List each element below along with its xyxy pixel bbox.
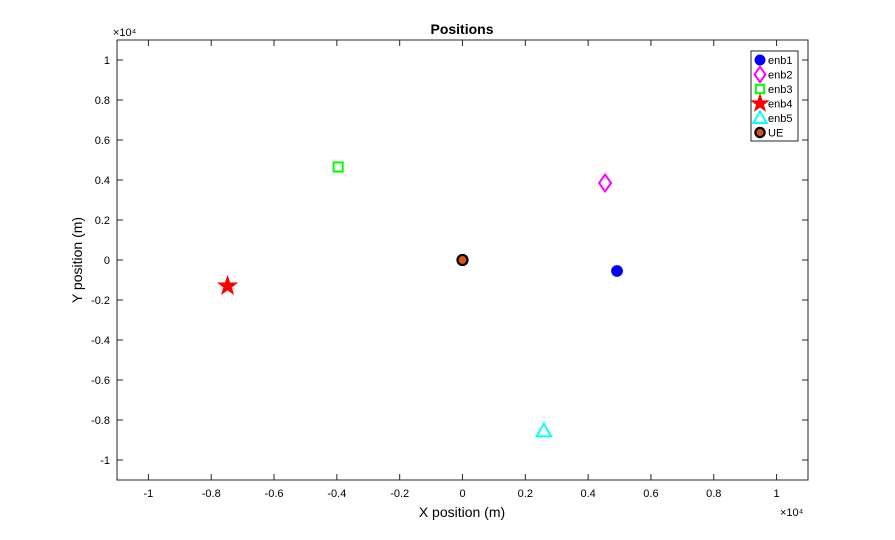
- legend-marker-enb1: [754, 54, 766, 66]
- x-tick-label: -1: [144, 488, 154, 500]
- x-tick-label: 0.2: [518, 488, 533, 500]
- chart-title: Positions: [430, 21, 493, 37]
- y-tick-label: 0.8: [95, 95, 110, 107]
- legend-marker-enb2: [753, 65, 767, 84]
- y-tick-label: 1: [104, 55, 110, 67]
- point-enb5: [534, 421, 553, 438]
- legend-label: enb5: [768, 113, 792, 125]
- y-axis-label: Y position (m): [69, 217, 85, 303]
- x-tick-label: 1: [774, 488, 780, 500]
- point-enb3: [332, 161, 344, 173]
- y-tick-label: 0.2: [95, 215, 110, 227]
- point-enb1: [611, 265, 623, 277]
- point-enb2: [597, 172, 613, 194]
- legend-label: enb4: [768, 99, 792, 111]
- x-tick-label: -0.8: [202, 488, 221, 500]
- legend-box: [750, 50, 799, 142]
- x-tick-label: -0.2: [390, 488, 409, 500]
- x-exponent-label: ×10⁴: [780, 507, 804, 519]
- y-tick-label: -1: [100, 455, 110, 467]
- x-tick-label: 0: [459, 488, 465, 500]
- x-tick-label: 0.8: [706, 488, 721, 500]
- y-tick-label: -0.8: [91, 415, 110, 427]
- y-exponent-label: ×10⁴: [113, 27, 137, 39]
- y-tick-label: -0.6: [91, 375, 110, 387]
- y-tick-label: -0.4: [91, 335, 110, 347]
- x-tick-label: -0.4: [327, 488, 346, 500]
- legend-label: enb1: [768, 55, 792, 67]
- x-tick-label: 0.4: [580, 488, 595, 500]
- legend: enb1 enb2 enb3 enb4 enb5 UE: [750, 50, 799, 142]
- point-enb4: [216, 274, 239, 296]
- x-axis-label: X position (m): [419, 504, 505, 520]
- y-tick-label: 0.6: [95, 135, 110, 147]
- y-tick-label: -0.2: [91, 295, 110, 307]
- x-tick-label: 0.6: [643, 488, 658, 500]
- legend-label: enb2: [768, 70, 792, 82]
- point-ue: [456, 253, 469, 267]
- y-tick-label: 0.4: [95, 175, 110, 187]
- y-tick-label: 0: [104, 255, 110, 267]
- legend-marker-enb5: [751, 109, 769, 124]
- legend-marker-enb4: [750, 93, 770, 112]
- legend-label: enb3: [768, 84, 792, 96]
- legend-label: UE: [768, 128, 783, 140]
- legend-marker-enb3: [754, 83, 766, 95]
- x-tick-label: -0.6: [265, 488, 284, 500]
- legend-marker-ue: [754, 126, 766, 139]
